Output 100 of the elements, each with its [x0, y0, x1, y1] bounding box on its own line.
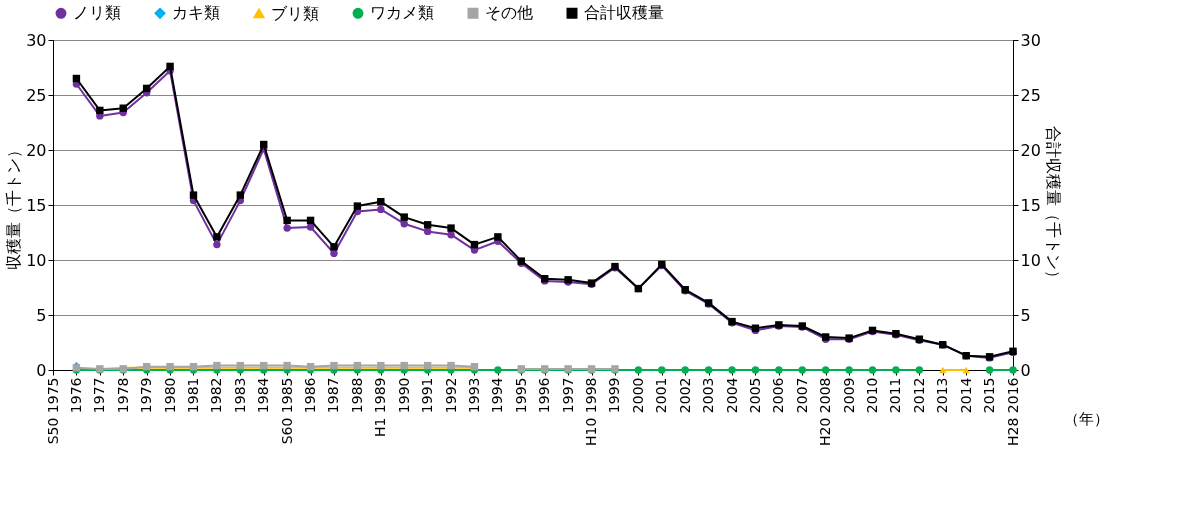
- y2-tick-label: 30: [1020, 30, 1041, 50]
- point: [283, 224, 291, 232]
- x-tick-label: 1986: [302, 377, 319, 414]
- y-axis-title: 収穫量（千トン）: [4, 141, 24, 270]
- x-tick-label: 2006: [770, 377, 787, 414]
- point: [821, 366, 830, 374]
- y-tick-label: 15: [26, 195, 47, 215]
- y2-tick-label: 5: [1020, 305, 1031, 325]
- x-tick-label: 2000: [629, 377, 646, 414]
- x-tick-label: 1992: [442, 377, 459, 414]
- point: [447, 224, 455, 232]
- point: [166, 62, 174, 71]
- point: [213, 233, 221, 241]
- x-tick-label: 1996: [536, 377, 553, 414]
- x-tick-label: 1976: [67, 377, 84, 414]
- point: [353, 202, 362, 210]
- x-tick-label: 2009: [840, 377, 857, 414]
- x-tick-label: 1982: [208, 377, 225, 414]
- point: [939, 366, 947, 374]
- point: [681, 366, 689, 374]
- point: [985, 366, 994, 374]
- y-tick-label: 5: [36, 305, 47, 325]
- point: [892, 366, 900, 374]
- legend-label: ワカメ類: [370, 3, 434, 23]
- point: [236, 191, 245, 199]
- x-tick-label: H1 1989: [372, 377, 389, 438]
- x-tick-label: 1979: [138, 377, 155, 414]
- x-tick-label: 2015: [981, 377, 998, 414]
- point: [447, 231, 455, 239]
- point: [494, 366, 502, 374]
- legend-label: ノリ類: [73, 3, 121, 23]
- x-tick-label: 1978: [114, 377, 131, 414]
- point: [658, 366, 666, 374]
- point: [845, 366, 853, 374]
- point: [423, 221, 432, 229]
- x-tick-label: 2012: [910, 377, 927, 414]
- point: [775, 366, 783, 374]
- x-tick-label: 1997: [559, 377, 576, 414]
- point: [330, 249, 338, 258]
- x-tick-label: 1983: [231, 377, 248, 414]
- point: [400, 213, 408, 221]
- point: [283, 216, 291, 225]
- x-tick-label: 1980: [161, 377, 178, 414]
- x-tick-label: 2001: [653, 377, 670, 414]
- x-tick-label: 2014: [957, 377, 974, 414]
- x-tick-label: 2003: [700, 377, 717, 414]
- x-tick-label: 1994: [489, 377, 506, 414]
- point: [330, 243, 338, 251]
- point: [189, 191, 198, 199]
- x-tick-label: 1991: [419, 377, 436, 414]
- point: [494, 233, 502, 241]
- x-tick-label: 1993: [465, 377, 482, 414]
- y-tick-label: 10: [26, 250, 47, 270]
- x-tick-label: H10 1998: [583, 377, 600, 446]
- x-tick-label: 1995: [512, 377, 529, 414]
- y2-tick-label: 25: [1020, 85, 1041, 105]
- x-tick-label: 2004: [723, 377, 740, 414]
- point: [728, 366, 736, 374]
- legend-label: ブリ類: [271, 3, 319, 23]
- point: [400, 220, 408, 228]
- x-tick-label: 2005: [746, 377, 763, 414]
- x-tick-label: 2011: [887, 377, 904, 414]
- point: [962, 366, 970, 374]
- point: [915, 366, 924, 374]
- point: [634, 366, 643, 374]
- legend-label: その他: [485, 3, 533, 23]
- point: [751, 366, 760, 374]
- point: [306, 223, 315, 231]
- x-tick-label: S60 1985: [278, 377, 295, 445]
- point: [423, 227, 432, 236]
- x-axis-title: （年）: [1063, 409, 1109, 428]
- y2-tick-label: 20: [1020, 140, 1041, 160]
- y2-tick-label: 15: [1020, 195, 1041, 215]
- legend-label: カキ類: [172, 3, 220, 23]
- point: [704, 366, 713, 374]
- point: [377, 197, 385, 206]
- point: [868, 366, 877, 374]
- x-tick-label: 1988: [348, 377, 365, 414]
- x-tick-label: H28 2016: [1004, 377, 1021, 446]
- y2-axis-title: 合計収穫量（千トン）: [1043, 125, 1063, 286]
- x-tick-label: H20 2008: [817, 377, 834, 446]
- point: [798, 366, 806, 374]
- x-tick-label: 1999: [606, 377, 623, 414]
- point: [119, 104, 127, 112]
- x-tick-label: 1977: [91, 377, 108, 414]
- y2-tick-label: 10: [1020, 250, 1041, 270]
- point: [377, 205, 385, 214]
- x-tick-label: 1984: [255, 377, 272, 414]
- x-tick-label: 2013: [934, 377, 951, 414]
- x-tick-label: 1987: [325, 377, 342, 414]
- y-tick-label: 20: [26, 140, 47, 160]
- point: [96, 106, 104, 115]
- x-tick-label: S50 1975: [44, 377, 61, 445]
- y-tick-label: 0: [36, 360, 47, 380]
- y2-tick-label: 0: [1020, 360, 1031, 380]
- y-tick-label: 30: [26, 30, 47, 50]
- legend-label: 合計収穫量: [584, 3, 664, 23]
- x-tick-label: 1990: [395, 377, 412, 414]
- point: [213, 240, 221, 249]
- x-tick-label: 2002: [676, 377, 693, 414]
